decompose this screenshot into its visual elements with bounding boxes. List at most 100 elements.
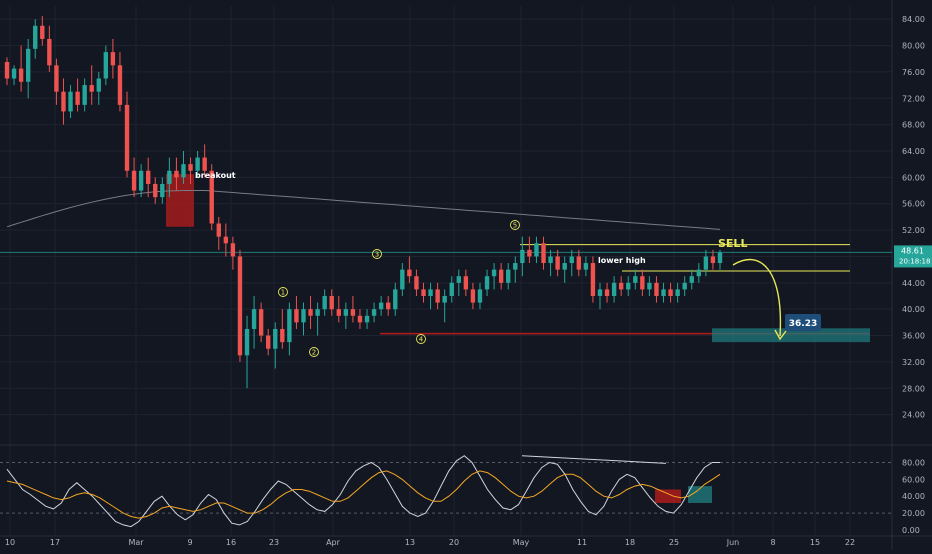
candle-body	[414, 276, 419, 290]
y-tick-label: 40.00	[902, 305, 925, 314]
y-tick-label: 56.00	[902, 200, 925, 209]
candle-body	[96, 78, 101, 92]
candle-body	[386, 302, 391, 310]
candle-body	[244, 328, 250, 356]
wave-label-circle	[416, 334, 426, 344]
candle-body	[11, 68, 17, 79]
y-tick-label: 72.00	[902, 94, 925, 103]
breakout-label: breakout	[195, 171, 236, 180]
y-tick-label: 32.00	[902, 358, 925, 367]
candle-body	[682, 282, 687, 290]
candle-body	[209, 170, 214, 224]
candle-body	[223, 236, 229, 244]
candle-body	[442, 296, 447, 303]
candle-body	[336, 309, 341, 316]
candle-body	[103, 52, 109, 79]
candle-body	[216, 223, 221, 237]
candle-body	[590, 263, 596, 296]
candle-body	[75, 91, 80, 105]
candle-body	[61, 91, 66, 112]
candle-body	[541, 243, 546, 264]
osc-y-tick-label: 40.00	[902, 492, 925, 501]
x-tick-label: 16	[226, 538, 236, 547]
x-tick-label: 8	[770, 538, 775, 547]
candle-body	[117, 65, 123, 105]
lower-high-label: lower high	[598, 256, 646, 265]
wave-label: 3	[375, 251, 379, 259]
candle-body	[675, 289, 680, 296]
candle-body	[329, 296, 334, 310]
candle-body	[428, 289, 433, 296]
x-tick-label: 10	[5, 538, 15, 547]
candle-body	[661, 289, 666, 296]
candle-body	[506, 269, 511, 283]
candle-body	[703, 256, 709, 270]
candle-body	[421, 289, 426, 296]
wave-label: 1	[281, 289, 285, 297]
candle-body	[611, 282, 617, 296]
target-price-tag	[785, 314, 821, 331]
candle-body	[647, 282, 652, 290]
candle-body	[463, 276, 469, 290]
candle-body	[371, 309, 377, 316]
candle-body	[131, 170, 137, 191]
candle-body	[527, 249, 532, 257]
candle-body	[294, 309, 299, 323]
y-tick-label: 64.00	[902, 147, 925, 156]
candle-body	[583, 263, 589, 270]
candle-body	[491, 269, 497, 277]
candle-body	[266, 335, 271, 349]
y-tick-label: 24.00	[902, 411, 925, 420]
candle-body	[322, 296, 327, 310]
osc-y-tick-label: 0.00	[902, 526, 920, 535]
wave-label-circle	[309, 347, 319, 357]
y-tick-label: 80.00	[902, 42, 925, 51]
x-tick-label: 23	[269, 538, 279, 547]
candle-body	[343, 309, 349, 316]
candle-body	[174, 170, 179, 178]
x-tick-label: 18	[625, 538, 635, 547]
candle-body	[576, 256, 582, 270]
x-tick-label: May	[513, 538, 530, 547]
candle-body	[626, 282, 631, 290]
sell-arrow-head	[774, 329, 787, 341]
x-tick-label: Apr	[326, 538, 341, 547]
osc-slow-line	[6, 470, 721, 519]
candle-body	[68, 91, 73, 112]
osc-fast-line	[6, 455, 720, 528]
osc-y-tick-label: 20.00	[902, 509, 925, 518]
candle-body	[668, 289, 673, 296]
x-tick-label: 25	[669, 538, 679, 547]
candle-body	[520, 249, 525, 264]
candle-body	[618, 282, 624, 290]
y-tick-label: 44.00	[902, 279, 925, 288]
candle-body	[89, 85, 94, 92]
candle-body	[138, 170, 144, 191]
candle-body	[484, 276, 490, 290]
y-tick-label: 28.00	[902, 384, 925, 393]
candle-body	[273, 328, 278, 349]
candle-body	[237, 256, 243, 356]
candle-body	[569, 256, 574, 264]
candle-body	[280, 328, 285, 343]
candle-body	[308, 309, 313, 316]
candle-body	[25, 48, 31, 82]
candle-body	[604, 289, 610, 296]
candle-body	[498, 269, 504, 283]
x-tick-label: Mar	[128, 538, 144, 547]
candle-body	[33, 25, 38, 49]
candle-body	[188, 164, 193, 171]
candle-body	[167, 170, 172, 184]
candle-body	[400, 269, 405, 290]
y-tick-label: 52.00	[902, 226, 925, 235]
candle-body	[717, 252, 723, 264]
candle-body	[555, 256, 560, 270]
candle-body	[696, 269, 702, 277]
x-tick-label: 17	[50, 538, 60, 547]
candle-body	[357, 315, 363, 323]
candle-body	[378, 302, 384, 310]
wave-label: 4	[419, 336, 424, 344]
candle-body	[364, 315, 370, 323]
